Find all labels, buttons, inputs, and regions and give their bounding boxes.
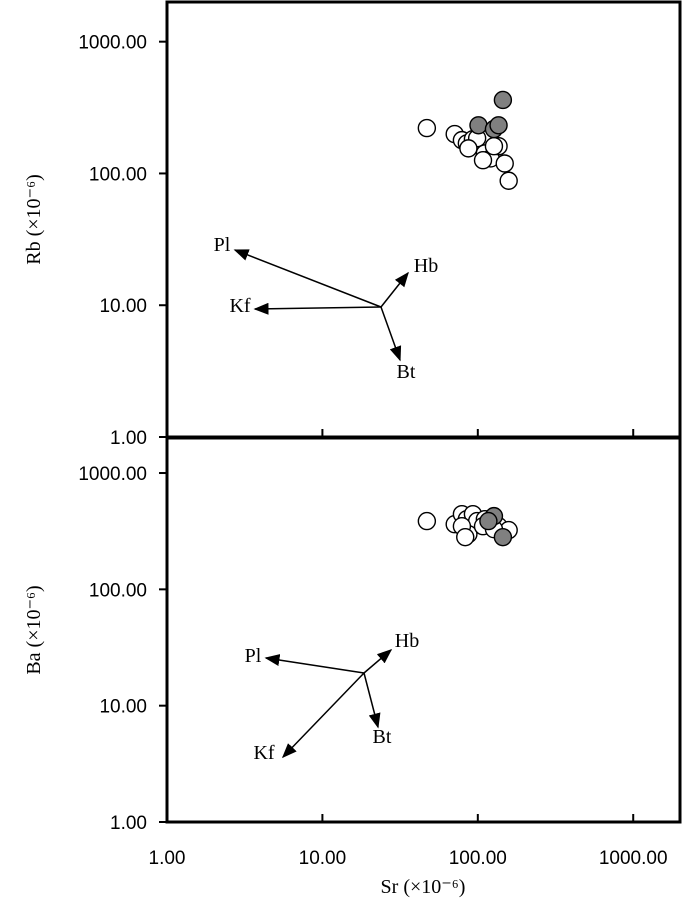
data-point xyxy=(417,118,437,138)
vector-arrow xyxy=(363,672,381,729)
vector-arrow xyxy=(380,271,409,308)
vector-label: Bt xyxy=(373,726,392,748)
vector-label: Kf xyxy=(253,742,274,764)
y-tick-label: 1.00 xyxy=(110,428,147,449)
x-tick-label: 1.00 xyxy=(149,848,186,869)
vector-label: Pl xyxy=(245,645,262,667)
data-point xyxy=(499,171,518,190)
vector-label: Hb xyxy=(414,255,438,277)
y-tick-label: 10.00 xyxy=(99,697,147,718)
vector-arrow xyxy=(380,306,402,362)
y-tick-label: 1000.00 xyxy=(78,464,147,485)
y-tick-label: 10.00 xyxy=(99,296,147,317)
data-point xyxy=(473,151,493,170)
y-tick-label: 100.00 xyxy=(89,164,147,185)
plot-frame xyxy=(165,436,682,824)
y-tick-label: 1.00 xyxy=(110,813,147,834)
x-axis-label: Sr (×10⁻⁶) xyxy=(381,876,466,898)
x-tick-label: 1000.00 xyxy=(599,848,668,869)
data-point xyxy=(495,154,514,173)
y-tick-label: 100.00 xyxy=(89,580,147,601)
x-tick-label: 10.00 xyxy=(299,848,347,869)
vector-label: Hb xyxy=(395,630,419,652)
y-axis-label: Rb (×10⁻⁶) xyxy=(23,174,45,264)
vector-arrow xyxy=(264,654,365,674)
data-point xyxy=(489,116,508,135)
data-point xyxy=(459,139,478,158)
plot-frame xyxy=(165,0,682,439)
vector-arrow xyxy=(253,302,382,315)
vector-arrow xyxy=(281,672,365,759)
vector-arrow xyxy=(233,249,382,308)
data-point xyxy=(469,116,488,135)
data-point xyxy=(493,527,513,547)
x-tick-label: 100.00 xyxy=(449,848,507,869)
vector-arrow xyxy=(363,649,393,674)
y-tick-label: 1000.00 xyxy=(78,33,147,54)
data-point xyxy=(484,136,504,156)
vector-label: Bt xyxy=(397,361,416,383)
vector-label: Kf xyxy=(229,295,250,317)
y-axis-label: Ba (×10⁻⁶) xyxy=(23,585,45,674)
data-point xyxy=(456,527,475,547)
data-point xyxy=(479,511,498,531)
data-point xyxy=(493,90,513,110)
data-point xyxy=(417,511,437,531)
vector-label: Pl xyxy=(214,234,231,256)
